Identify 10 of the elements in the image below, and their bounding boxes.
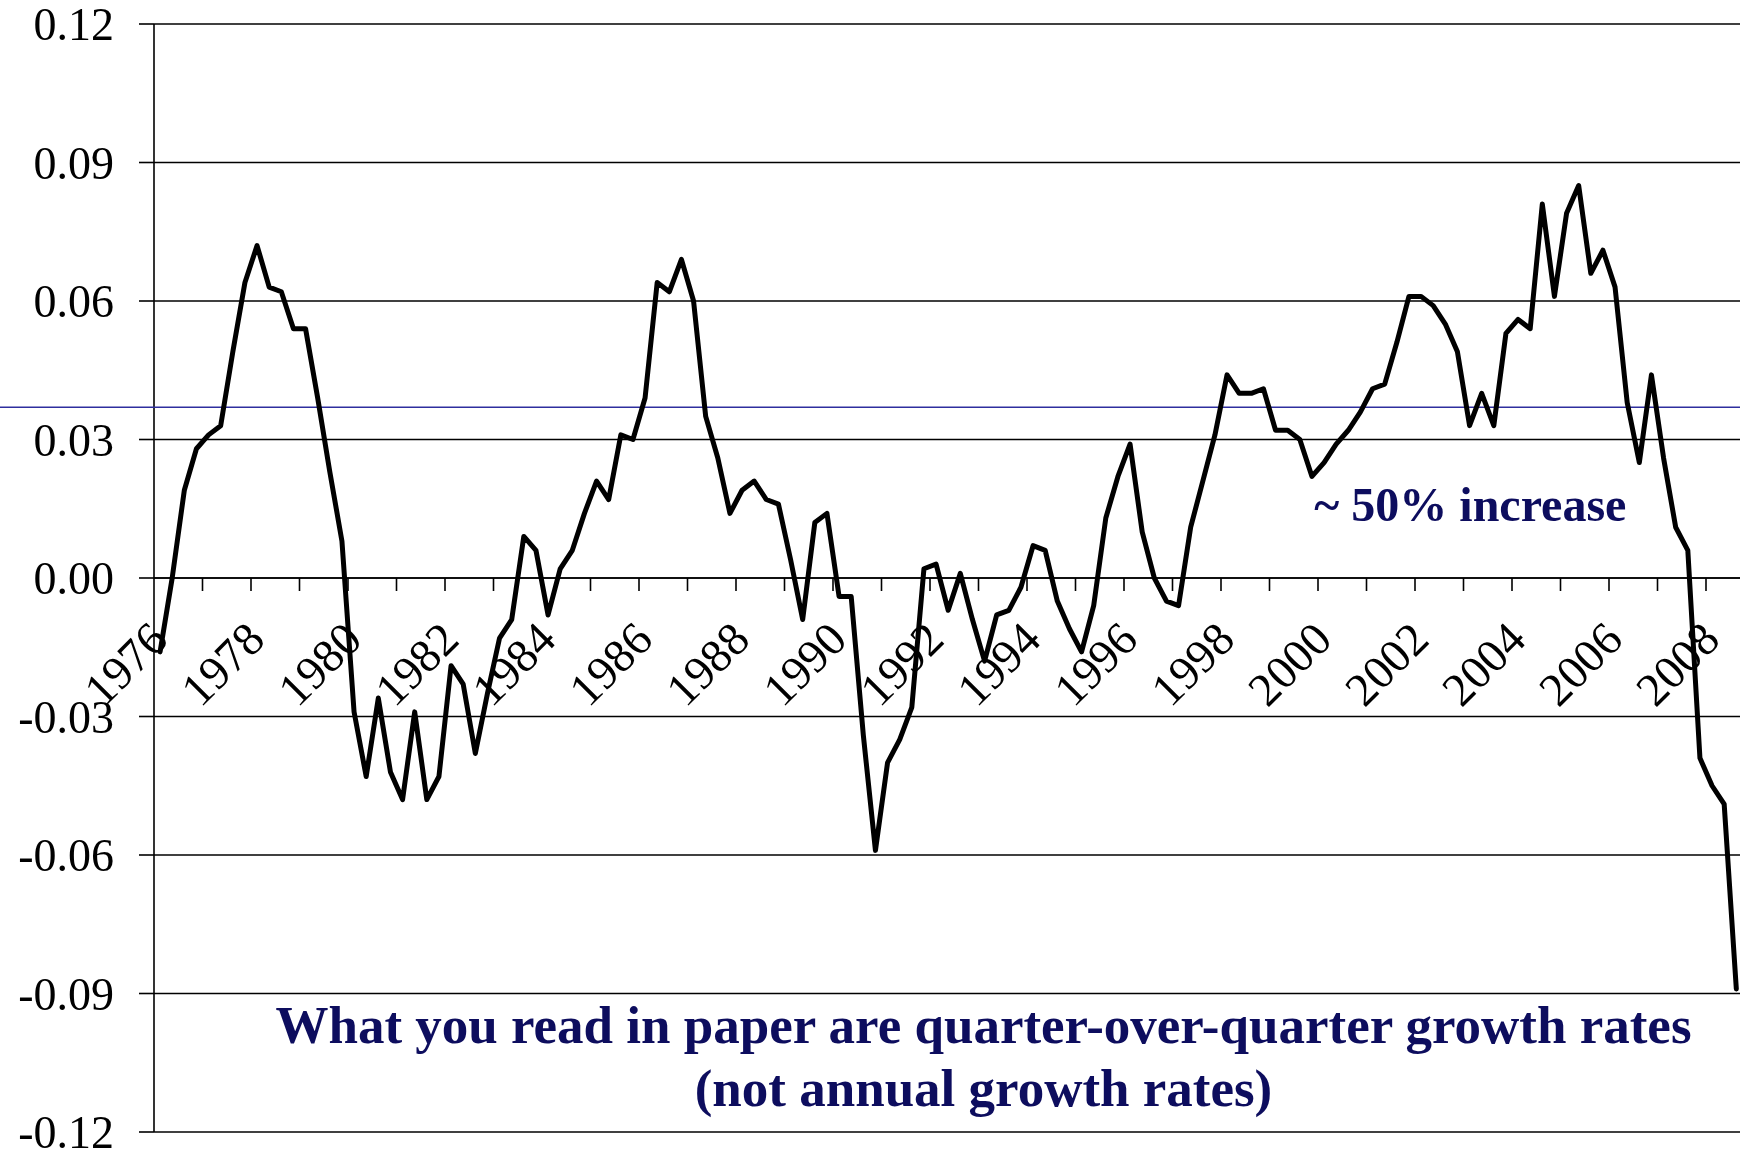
- y-tick-label: -0.06: [18, 829, 114, 881]
- annotation: ~ 50% increase: [1314, 478, 1627, 532]
- y-tick-label: 0.03: [33, 414, 114, 465]
- annotation: What you read in paper are quarter-over-quarter growth rates (not annual growth rates): [275, 996, 1692, 1119]
- y-tick-label: -0.09: [18, 968, 114, 1019]
- y-tick-label: 0.09: [33, 137, 114, 188]
- y-tick-label: 0.06: [33, 275, 114, 327]
- y-tick-label: 0.00: [33, 552, 114, 604]
- y-tick-label: -0.12: [18, 1106, 114, 1151]
- y-tick-label: 0.12: [33, 0, 114, 50]
